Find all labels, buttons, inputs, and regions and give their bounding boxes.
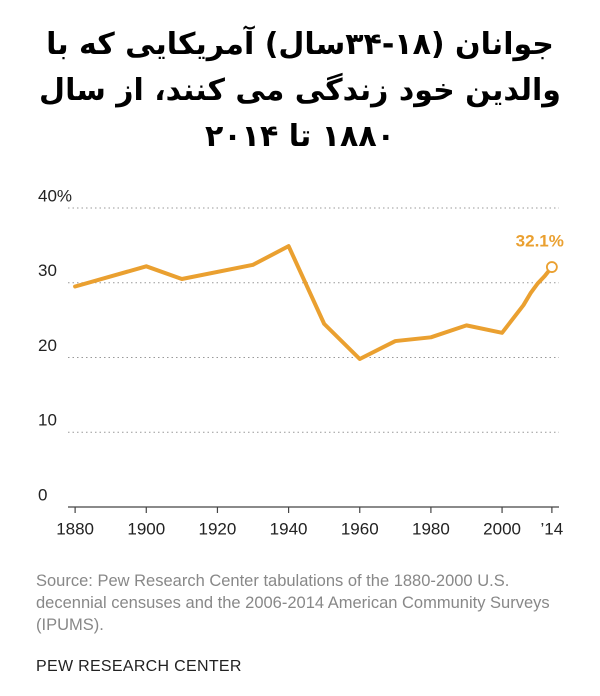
- y-tick-label: 40%: [38, 186, 72, 205]
- source-note: Source: Pew Research Center tabulations …: [36, 572, 550, 634]
- title-line: والدین خود زندگی می کنند، از سال: [39, 73, 561, 108]
- value-label: 32.1%: [516, 232, 564, 251]
- series-line: [73, 244, 554, 361]
- x-tick-label: 1920: [199, 519, 237, 538]
- end-point: [545, 261, 558, 273]
- chart-title: جوانان (۱۸-۳۴سال) آمریکایی که با والدین خ…: [0, 22, 600, 160]
- y-tick-label: 0: [38, 485, 47, 504]
- x-tick-label: 1880: [56, 519, 94, 538]
- x-tick-label: ’14: [541, 519, 564, 538]
- x-tick-label: 1900: [127, 519, 165, 538]
- y-tick-label: 20: [38, 336, 57, 355]
- x-tick-label: 1940: [270, 519, 308, 538]
- footer: PEW RESEARCH CENTER: [36, 658, 242, 675]
- title-line: ۱۸۸۰ تا ۲۰۱۴: [205, 119, 395, 154]
- title-line: جوانان (۱۸-۳۴سال) آمریکایی که با: [46, 27, 554, 62]
- x-tick-label: 1980: [412, 519, 450, 538]
- y-tick-label: 30: [38, 261, 57, 280]
- x-tick-label: 2000: [483, 519, 521, 538]
- y-tick-label: 10: [38, 411, 57, 430]
- x-tick-label: 1960: [341, 519, 379, 538]
